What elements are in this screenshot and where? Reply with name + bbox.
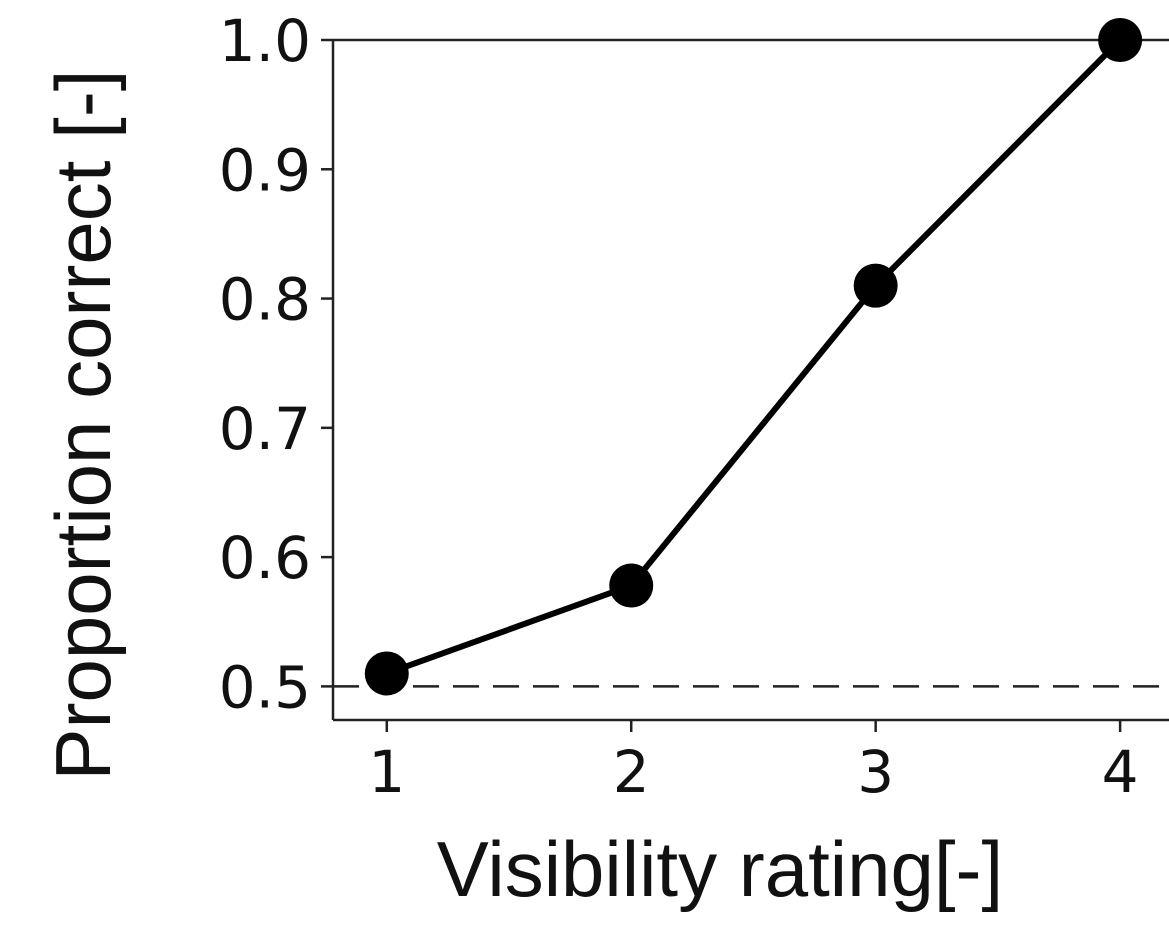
x-tick-label: 3 bbox=[857, 738, 894, 806]
data-point bbox=[1098, 18, 1143, 62]
data-point bbox=[853, 263, 898, 308]
y-tick-label: 0.9 bbox=[219, 136, 311, 204]
y-tick-label: 0.5 bbox=[219, 653, 311, 721]
series-layer bbox=[364, 18, 1143, 696]
y-axis-ticks: 0.5 0.6 0.7 0.8 0.9 1.0 bbox=[219, 7, 333, 721]
data-point bbox=[609, 563, 654, 608]
y-tick-label: 1.0 bbox=[219, 7, 311, 75]
plot-frame bbox=[331, 38, 1169, 722]
y-axis-title: Proportion correct [-] bbox=[39, 70, 127, 781]
data-point bbox=[364, 651, 409, 696]
y-tick-label: 0.7 bbox=[219, 395, 311, 463]
x-tick-label: 2 bbox=[613, 738, 650, 806]
series-line bbox=[385, 37, 1123, 677]
x-axis-ticks: 1 2 3 4 bbox=[368, 720, 1139, 806]
x-tick-label: 4 bbox=[1102, 738, 1139, 806]
x-tick-label: 1 bbox=[368, 738, 405, 806]
x-axis-title: Visibility rating[-] bbox=[437, 825, 1003, 913]
y-tick-label: 0.6 bbox=[219, 524, 311, 592]
y-tick-label: 0.8 bbox=[219, 266, 311, 334]
